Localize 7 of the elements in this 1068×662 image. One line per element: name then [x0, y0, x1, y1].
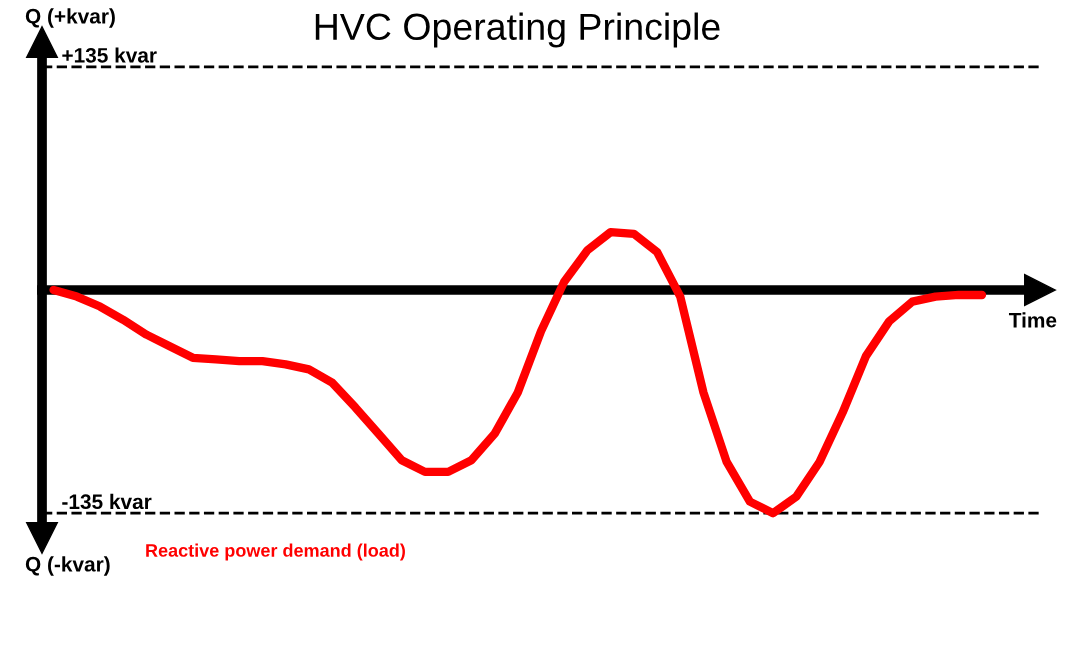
x-axis-title: Time — [1008, 312, 1057, 328]
y-tick-label: +135 kvar — [62, 47, 157, 63]
text: Reactive power demand (load) — [146, 543, 405, 561]
chart-title: HVC Operating Principle — [315, 12, 720, 48]
text: Q (-kvar) — [25, 556, 110, 576]
y-axis-title: Q (+kvar) — [25, 8, 115, 28]
y-tick-label: -135 kvar — [62, 493, 152, 510]
